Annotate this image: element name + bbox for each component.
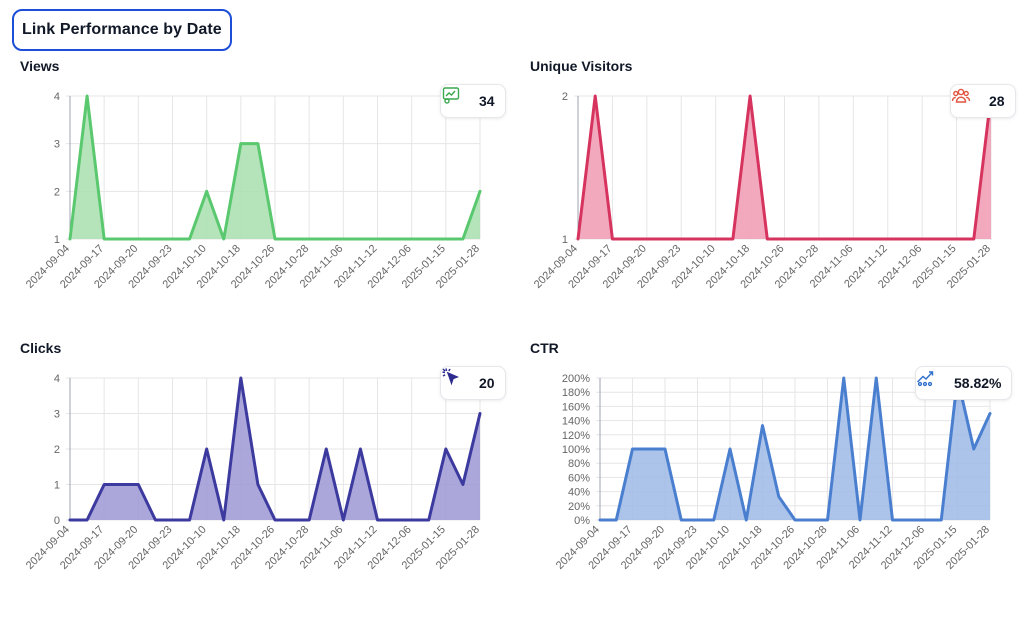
ctr-panel: CTR 0% 20% 40% 60% 80% 100% 120% 140% 160% 180% 20… [530, 340, 1022, 620]
y-tick-label: 80% [568, 458, 590, 470]
ctr-badge: 58.82% [915, 366, 1013, 400]
y-tick-label: 2 [54, 444, 60, 456]
views-panel: Views 1 2 3 4 2024-09-04 2024-09-17 2024-09-20… [20, 58, 512, 338]
y-tick-label: 4 [54, 91, 60, 103]
series-line [576, 94, 993, 241]
visitors-badge: 28 [950, 84, 1016, 118]
views-badge-value: 34 [479, 93, 495, 109]
ctr-chart: 0%20%40%60%80%100%120%140%160%180%200%20… [554, 373, 992, 572]
series-area [600, 378, 990, 520]
y-tick-label: 140% [562, 416, 590, 428]
clicks-panel: Clicks 0 1 2 3 4 2024-09-04 2024-09-17 2024-09-… [20, 340, 512, 620]
y-tick-label: 3 [54, 139, 60, 151]
y-tick-label: 180% [562, 387, 590, 399]
cursor-click-icon [442, 368, 471, 393]
y-tick-label: 1 [54, 234, 60, 246]
y-tick-label: 3 [54, 409, 60, 421]
y-tick-label: 60% [568, 472, 590, 484]
views-chart-icon [442, 87, 471, 111]
series-line [68, 94, 482, 241]
y-tick-label: 200% [562, 373, 590, 385]
y-tick-label: 120% [562, 430, 590, 442]
visitors-badge-value: 28 [989, 93, 1005, 109]
y-tick-label: 1 [54, 480, 60, 492]
page-title: Link Performance by Date [12, 9, 232, 51]
trend-users-icon [917, 371, 946, 393]
views-title: Views [20, 58, 60, 74]
visitors-chart: 122024-09-042024-09-172024-09-202024-09-… [532, 91, 993, 291]
y-tick-label: 0 [54, 515, 60, 527]
ctr-badge-value: 58.82% [954, 375, 1002, 391]
y-tick-label: 2 [562, 91, 568, 103]
y-tick-label: 4 [54, 373, 60, 385]
y-tick-label: 2 [54, 186, 60, 198]
y-tick-label: 20% [568, 501, 590, 513]
clicks-badge: 20 [440, 366, 506, 400]
visitors-title: Unique Visitors [530, 58, 633, 74]
users-group-icon [951, 88, 981, 111]
y-tick-label: 100% [562, 444, 590, 456]
clicks-badge-value: 20 [479, 375, 495, 391]
y-tick-label: 1 [562, 234, 568, 246]
clicks-chart: 012342024-09-042024-09-172024-09-202024-… [24, 373, 482, 572]
y-tick-label: 160% [562, 401, 590, 413]
series-line [598, 376, 992, 522]
views-badge: 34 [440, 84, 506, 118]
visitors-panel: Unique Visitors 1 2 2024-09-04 2024-09-17 20… [530, 58, 1022, 338]
clicks-title: Clicks [20, 340, 62, 356]
views-chart: 12342024-09-042024-09-172024-09-202024-0… [24, 91, 482, 291]
series-line [68, 376, 482, 522]
series-area [70, 378, 480, 520]
y-tick-label: 0% [574, 515, 590, 527]
ctr-title: CTR [530, 340, 559, 356]
y-tick-label: 40% [568, 487, 590, 499]
